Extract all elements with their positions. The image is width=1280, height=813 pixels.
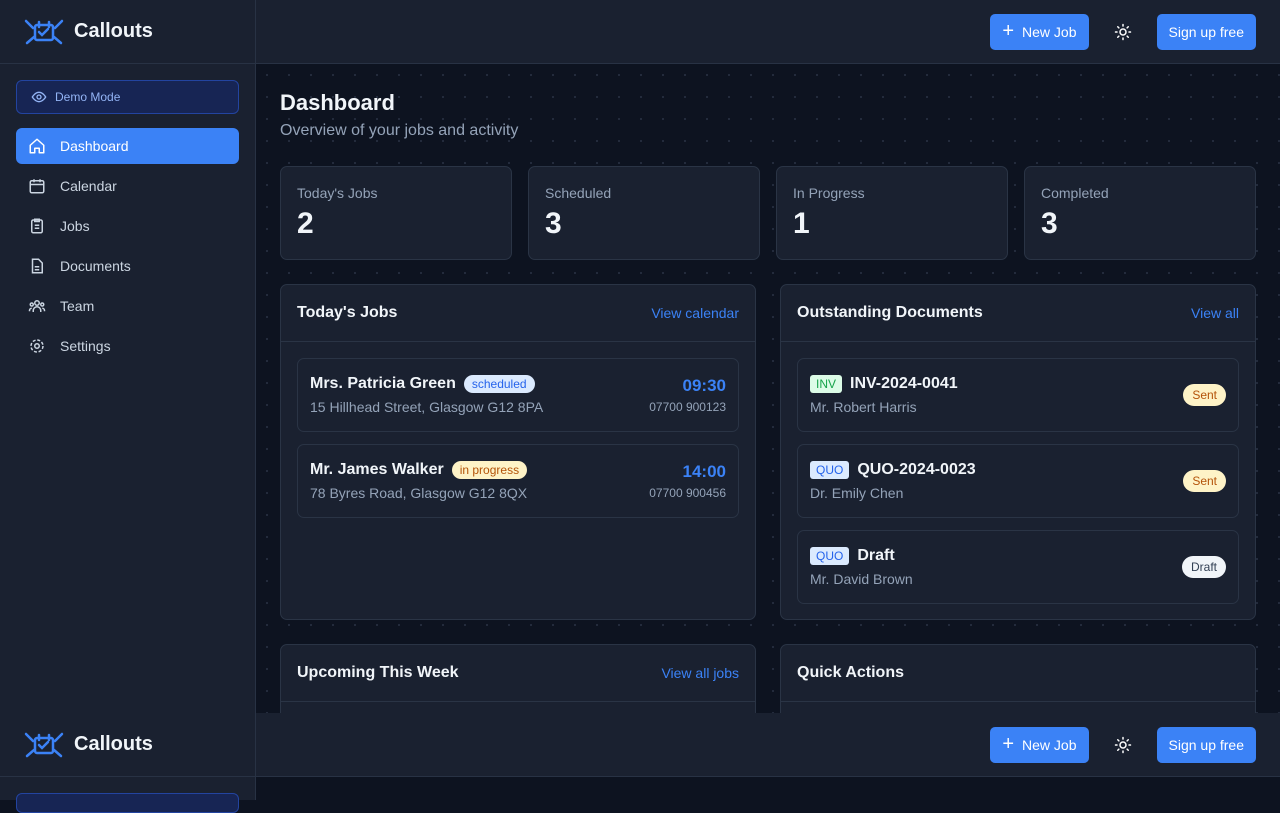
sidebar-item-label: Documents — [60, 258, 131, 274]
job-time: 14:00 — [682, 462, 726, 481]
sidebar-item-label: Calendar — [60, 178, 117, 194]
panel-title: Today's Jobs — [297, 304, 398, 321]
logo-icon — [24, 18, 64, 46]
sidebar-nav: Dashboard Calendar Jobs Documents Team S… — [0, 128, 255, 364]
stat-card: Today's Jobs 2 — [280, 166, 512, 260]
job-address: 15 Hillhead Street, Glasgow G12 8PA — [310, 399, 544, 415]
duplicate-header-overlay: Callouts + New Job Sign up free — [0, 713, 1280, 813]
status-badge: in progress — [451, 461, 528, 479]
job-client: Mrs. Patricia Green — [310, 375, 456, 392]
clipboard-icon — [31, 218, 43, 234]
view-all-jobs-link[interactable]: View all jobs — [661, 665, 739, 681]
logo-icon — [24, 731, 64, 759]
stat-card: In Progress 1 — [776, 166, 1008, 260]
document-item[interactable]: QUO Draft Mr. David Brown Draft — [797, 530, 1239, 604]
sidebar-item-jobs[interactable]: Jobs — [16, 208, 239, 244]
main-background — [256, 777, 1280, 800]
stat-value: 1 — [793, 207, 810, 240]
sidebar-item-settings[interactable]: Settings — [16, 328, 239, 364]
doc-number: INV-2024-0041 — [850, 375, 958, 392]
new-job-label: New Job — [1022, 736, 1077, 753]
document-item[interactable]: QUO QUO-2024-0023 Dr. Emily Chen Sent — [797, 444, 1239, 518]
stat-value: 3 — [545, 207, 562, 240]
home-icon — [29, 138, 45, 154]
stat-label: Today's Jobs — [297, 185, 378, 201]
panel-title: Quick Actions — [797, 664, 904, 681]
job-address: 78 Byres Road, Glasgow G12 8QX — [310, 485, 528, 501]
document-icon — [31, 258, 43, 274]
panel-title: Outstanding Documents — [797, 304, 983, 321]
doc-type-tag: INV — [810, 375, 843, 393]
stat-value: 3 — [1041, 207, 1058, 240]
doc-client: Mr. David Brown — [810, 571, 913, 587]
status-badge: Draft — [1181, 556, 1226, 578]
demo-mode-button[interactable]: Demo Mode — [16, 80, 239, 114]
sign-up-button[interactable]: Sign up free — [1156, 13, 1256, 50]
duplicate-sidebar: Callouts — [0, 713, 256, 813]
doc-number: Draft — [857, 547, 895, 564]
stats-row: Today's Jobs 2 Scheduled 3 In Progress 1 Co… — [280, 166, 1256, 260]
sidebar-item-calendar[interactable]: Calendar — [16, 168, 239, 204]
sidebar-item-dashboard[interactable]: Dashboard — [16, 128, 239, 164]
status-badge: scheduled — [463, 375, 535, 393]
logo[interactable]: Callouts — [0, 713, 255, 777]
outstanding-documents-panel: Outstanding Documents View all INV INV-202… — [780, 284, 1256, 620]
sidebar-item-label: Settings — [60, 338, 111, 354]
demo-mode-button[interactable] — [16, 793, 239, 813]
job-item[interactable]: Mr. James Walker in progress 78 Byres Roa… — [297, 444, 739, 518]
job-phone: 07700 900456 — [649, 486, 726, 500]
top-bar: + New Job Sign up free — [256, 0, 1280, 64]
doc-type-tag: QUO — [810, 547, 850, 565]
sign-up-button[interactable]: Sign up free — [1156, 726, 1256, 763]
main-content: Dashboard Overview of your jobs and acti… — [256, 64, 1280, 800]
sun-icon — [1114, 23, 1132, 41]
demo-mode-label: Demo Mode — [55, 90, 121, 104]
job-phone: 07700 900123 — [649, 400, 726, 414]
stat-card: Completed 3 — [1024, 166, 1256, 260]
status-badge: Sent — [1183, 470, 1226, 492]
todays-jobs-panel: Today's Jobs View calendar Mrs. Patricia … — [280, 284, 756, 620]
view-all-documents-link[interactable]: View all — [1191, 305, 1239, 321]
theme-toggle-button[interactable] — [1101, 727, 1145, 763]
document-item[interactable]: INV INV-2024-0041 Mr. Robert Harris Sent — [797, 358, 1239, 432]
plus-icon: + — [1002, 733, 1015, 755]
team-icon — [28, 300, 46, 312]
doc-number: QUO-2024-0023 — [857, 461, 976, 478]
view-calendar-link[interactable]: View calendar — [651, 305, 739, 321]
sidebar-item-team[interactable]: Team — [16, 288, 239, 324]
job-client: Mr. James Walker — [310, 461, 444, 478]
top-bar: + New Job Sign up free — [256, 713, 1280, 777]
sidebar-item-documents[interactable]: Documents — [16, 248, 239, 284]
panel-title: Upcoming This Week — [297, 664, 459, 681]
plus-icon: + — [1002, 20, 1015, 42]
app-name: Callouts — [74, 20, 153, 42]
calendar-icon — [29, 179, 45, 194]
stat-label: Completed — [1041, 185, 1109, 201]
job-item[interactable]: Mrs. Patricia Green scheduled 15 Hillhead… — [297, 358, 739, 432]
status-badge: Sent — [1183, 384, 1226, 406]
sun-icon — [1114, 736, 1132, 754]
stat-label: Scheduled — [545, 185, 612, 201]
stat-value: 2 — [297, 207, 314, 240]
doc-client: Mr. Robert Harris — [810, 399, 917, 415]
new-job-button[interactable]: + New Job — [990, 13, 1089, 50]
doc-client: Dr. Emily Chen — [810, 485, 904, 501]
sidebar: Callouts Demo Mode Dashboard Calendar Jo… — [0, 0, 256, 800]
doc-type-tag: QUO — [810, 461, 850, 479]
sidebar-item-label: Jobs — [60, 218, 90, 234]
page-subtitle: Overview of your jobs and activity — [280, 122, 519, 139]
app-name: Callouts — [74, 733, 153, 755]
eye-icon — [31, 91, 47, 103]
new-job-label: New Job — [1022, 23, 1077, 40]
stat-card: Scheduled 3 — [528, 166, 760, 260]
gear-icon — [30, 339, 44, 353]
stat-label: In Progress — [793, 185, 865, 201]
sidebar-item-label: Dashboard — [60, 138, 129, 154]
new-job-button[interactable]: + New Job — [990, 726, 1089, 763]
sidebar-item-label: Team — [60, 298, 95, 314]
theme-toggle-button[interactable] — [1101, 14, 1145, 50]
job-time: 09:30 — [682, 376, 726, 395]
logo[interactable]: Callouts — [0, 0, 255, 64]
page-title: Dashboard — [280, 90, 395, 115]
